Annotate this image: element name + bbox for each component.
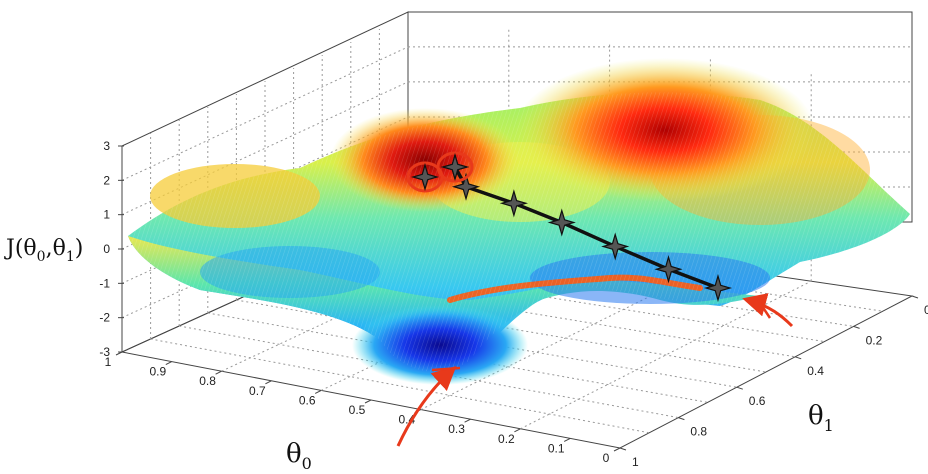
descent-star-marker [547, 208, 576, 237]
floor-grid-line [420, 265, 711, 411]
y-tick-label: 0.8 [690, 425, 707, 439]
x-axis-ticks: 10.90.80.70.60.50.40.30.20.10 [105, 351, 621, 465]
x-tick-mark [514, 428, 521, 433]
z-title-main: J(θ [4, 236, 37, 261]
z-tick-label: 1 [103, 208, 110, 222]
x-title-main: θ [286, 439, 302, 469]
surface-mesh-overlay [128, 92, 910, 372]
arrow-tip-detail [756, 299, 772, 319]
x-tick-label: 0.2 [498, 432, 515, 446]
x-tick-mark [215, 370, 222, 375]
z-tick-label: -1 [99, 276, 110, 290]
x-tick-label: 0 [603, 451, 610, 465]
x-tick-mark [464, 418, 471, 423]
y-tick-mark [795, 356, 802, 360]
y-tick-label: 0.6 [749, 394, 766, 408]
highlight-circles [406, 151, 474, 193]
z-title-sub1: 1 [66, 249, 75, 265]
arrow-local-minimum [742, 293, 794, 328]
x-tick-mark [314, 389, 322, 394]
y-title-sub: 1 [824, 416, 834, 435]
descent-star-marker [601, 232, 630, 261]
x-tick-mark [115, 351, 123, 356]
x-tick-mark [265, 380, 272, 385]
y-tick-label: 0.2 [866, 333, 883, 347]
annotation-arrows [396, 293, 794, 447]
x-tick-mark [563, 437, 571, 442]
y-axis-ticks: 0 0.2 0.4 0.6 0.8 1 [619, 295, 928, 469]
z-tick-label: 0 [103, 242, 110, 256]
x-tick-label: 1 [105, 355, 112, 369]
descent-star-marker [499, 189, 529, 218]
x-tick-mark [613, 447, 621, 452]
y-tick-label: 1 [632, 455, 639, 469]
z-tick-label: 3 [103, 139, 110, 153]
x-tick-label: 0.5 [349, 403, 366, 417]
z-axis-ticks: 3 2 1 0 -1 -2 -3 [99, 139, 124, 359]
descent-star-marker [654, 255, 683, 284]
cost-surface [128, 58, 910, 385]
x-axis-title: θ0 [286, 439, 312, 473]
x-title-sub: 0 [302, 454, 312, 473]
arrow-global-minimum [396, 365, 457, 447]
z-tick-label: -3 [99, 345, 110, 359]
x-tick-label: 0.3 [448, 422, 465, 436]
z-title-close: ) [75, 236, 84, 261]
z-tick-label: -2 [99, 311, 110, 325]
z-title-sub0: 0 [37, 249, 46, 265]
y-tick-mark [911, 295, 919, 299]
y-axis-title: θ1 [808, 401, 834, 435]
descent-star-marker [451, 172, 481, 201]
x-tick-label: 0.1 [548, 441, 565, 455]
x-tick-label: 0.9 [149, 365, 166, 379]
z-axis-title: J(θ0,θ1) [4, 236, 83, 265]
y-tick-mark [853, 325, 860, 329]
local-minimum-star [440, 152, 470, 182]
y-tick-label: 0.4 [807, 364, 824, 378]
x-tick-mark [165, 361, 173, 366]
descent-star-marker [703, 273, 733, 303]
z-tick-label: 2 [103, 173, 110, 187]
x-tick-label: 0.7 [249, 384, 266, 398]
y-title-main: θ [808, 401, 824, 431]
y-tick-mark [619, 447, 627, 451]
x-tick-label: 0.6 [299, 393, 316, 407]
y-tick-mark [736, 386, 743, 390]
x-tick-mark [364, 399, 372, 404]
arrow-tip-detail [431, 366, 461, 372]
y-tick-mark [678, 417, 685, 421]
z-title-sep: ,θ [46, 236, 66, 261]
x-tick-label: 0.8 [199, 374, 216, 388]
local-minimum-star [410, 162, 440, 192]
y-tick-label: 0 [924, 303, 928, 317]
